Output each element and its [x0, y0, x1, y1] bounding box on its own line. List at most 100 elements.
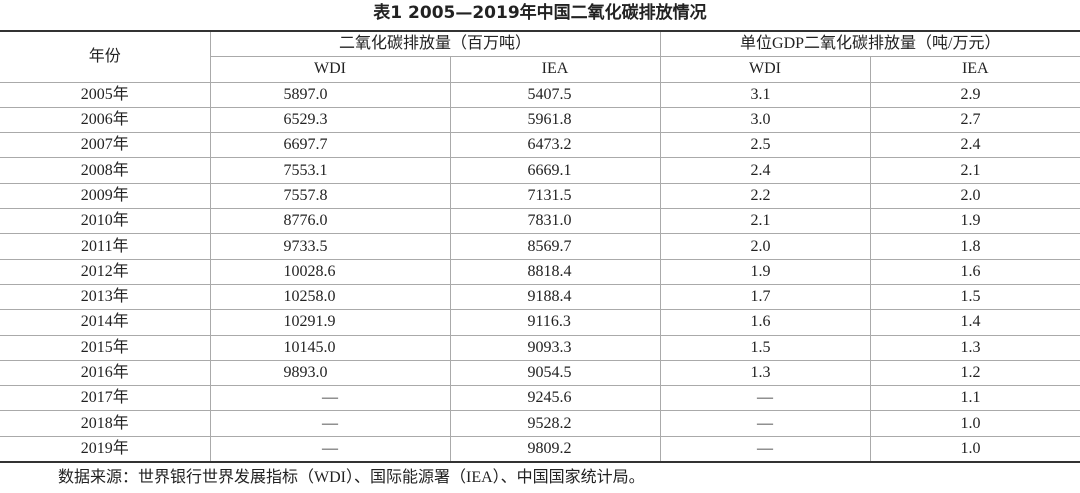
value-cell: 8818.4	[449, 258, 661, 285]
year-cell: 2014年	[0, 309, 211, 336]
value-cell: 2.1	[869, 157, 1080, 184]
value-cell: 1.7	[659, 283, 871, 311]
table-row: 2006年 6529.3 5961.8 3.0 2.7	[0, 106, 1080, 134]
value-cell: 2.4	[659, 157, 871, 184]
value-cell: 1.0	[869, 435, 1080, 464]
header-cell: WDI	[210, 56, 451, 83]
year-cell: 2018年	[0, 410, 211, 437]
table-row: 2018年 —9528.2—1.0	[0, 410, 1080, 437]
table-row: 2008年 7553.1 6669.1 2.4 2.1	[0, 157, 1080, 184]
value-cell: —	[659, 410, 871, 437]
year-cell: 2017年	[0, 385, 211, 412]
header-cell: 单位GDP二氧化碳排放量（吨/万元）	[659, 30, 1080, 58]
table-row: 2012年 10028.6 8818.4 1.9 1.6	[0, 258, 1080, 285]
value-cell: 9528.2	[449, 410, 661, 437]
year-cell: 2009年	[0, 182, 211, 210]
value-cell: 2.4	[869, 132, 1080, 159]
table-row: 2010年 8776.0 7831.0 2.1 1.9	[0, 208, 1080, 235]
value-cell: 9093.3	[449, 334, 661, 361]
value-cell: 5961.8	[449, 106, 661, 134]
value-cell: 1.8	[869, 233, 1080, 260]
table-row: 2007年 6697.7 6473.2 2.5 2.4	[0, 132, 1080, 159]
value-cell: 1.3	[869, 334, 1080, 361]
table-title: 表1 2005—2019年中国二氧化碳排放情况	[373, 3, 707, 23]
value-cell: —	[209, 385, 451, 412]
value-cell: 10291.9	[209, 309, 451, 336]
value-cell: 2.9	[869, 81, 1080, 108]
data-table: 年份 二氧化碳排放量（百万吨） 单位GDP二氧化碳排放量（吨/万元） WDI I…	[0, 29, 1080, 464]
header-cell: 年份	[0, 29, 211, 83]
value-cell: 1.3	[659, 359, 871, 387]
value-cell: 6529.3	[209, 106, 451, 134]
value-cell: 1.0	[869, 410, 1080, 437]
table-row: 2019年 —9809.2—1.0	[0, 435, 1080, 464]
value-cell: 1.9	[659, 258, 871, 285]
value-cell: 8569.7	[449, 233, 661, 260]
year-cell: 2007年	[0, 132, 211, 159]
value-cell: 9245.6	[449, 385, 661, 412]
value-cell: —	[659, 435, 871, 464]
value-cell: 1.1	[869, 385, 1080, 412]
value-cell: 9054.5	[449, 359, 661, 387]
value-cell: 2.1	[659, 208, 871, 235]
value-cell: 6669.1	[449, 157, 661, 184]
year-cell: 2011年	[0, 233, 211, 260]
year-cell: 2005年	[0, 81, 211, 108]
table-row: 2011年 9733.5 8569.7 2.0 1.8	[0, 233, 1080, 260]
value-cell: 9733.5	[209, 233, 451, 260]
value-cell: —	[209, 435, 451, 464]
value-cell: 1.9	[869, 208, 1080, 235]
table-row: 2005年 5897.0 5407.5 3.1 2.9	[0, 81, 1080, 108]
year-cell: 2006年	[0, 106, 211, 134]
value-cell: 9116.3	[449, 309, 661, 336]
value-cell: 2.5	[659, 132, 871, 159]
value-cell: 2.0	[659, 233, 871, 260]
table-row: 2015年 10145.0 9093.3 1.5 1.3	[0, 334, 1080, 361]
value-cell: —	[659, 385, 871, 412]
value-cell: 3.0	[659, 106, 871, 134]
value-cell: 2.7	[869, 106, 1080, 134]
table-row: 2014年 10291.9 9116.3 1.6 1.4	[0, 309, 1080, 336]
value-cell: 7131.5	[449, 182, 661, 210]
header-cell: 二氧化碳排放量（百万吨）	[209, 30, 661, 58]
value-cell: 7553.1	[209, 157, 451, 184]
value-cell: 1.6	[869, 258, 1080, 285]
value-cell: 9809.2	[449, 435, 661, 464]
value-cell: 2.2	[659, 182, 871, 210]
value-cell: 9893.0	[209, 359, 451, 387]
value-cell: 2.0	[869, 182, 1080, 210]
value-cell: 6473.2	[449, 132, 661, 159]
value-cell: 1.2	[869, 359, 1080, 387]
year-cell: 2008年	[0, 157, 211, 184]
source-note: 数据来源：世界银行世界发展指标（WDI）、国际能源署（IEA）、中国国家统计局。	[58, 469, 645, 486]
value-cell: 1.6	[659, 309, 871, 336]
year-cell: 2012年	[0, 258, 211, 285]
year-cell: 2015年	[0, 334, 211, 361]
value-cell: 3.1	[659, 81, 871, 108]
value-cell: 1.4	[869, 309, 1080, 336]
year-cell: 2016年	[0, 359, 211, 387]
table-row: 2017年 —9245.6—1.1	[0, 385, 1080, 412]
table-row: 2009年 7557.8 7131.5 2.2 2.0	[0, 182, 1080, 210]
value-cell: 10028.6	[209, 258, 451, 285]
value-cell: 5897.0	[209, 81, 451, 108]
value-cell: 8776.0	[209, 208, 451, 235]
table-row: 2016年 9893.0 9054.5 1.3 1.2	[0, 359, 1080, 387]
value-cell: 1.5	[659, 334, 871, 361]
header-cell: IEA	[449, 56, 661, 83]
value-cell: 10258.0	[209, 283, 451, 311]
year-cell: 2013年	[0, 283, 211, 311]
value-cell: 10145.0	[209, 334, 451, 361]
value-cell: 7557.8	[209, 182, 451, 210]
value-cell: 7831.0	[449, 208, 661, 235]
header-cell: WDI	[659, 56, 871, 83]
value-cell: 1.5	[869, 283, 1080, 311]
header-cell: IEA	[869, 56, 1080, 83]
value-cell: 6697.7	[209, 132, 451, 159]
year-cell: 2019年	[0, 435, 211, 464]
value-cell: —	[209, 410, 451, 437]
table-row: 2013年 10258.0 9188.4 1.7 1.5	[0, 283, 1080, 311]
year-cell: 2010年	[0, 208, 211, 235]
value-cell: 5407.5	[449, 81, 661, 108]
